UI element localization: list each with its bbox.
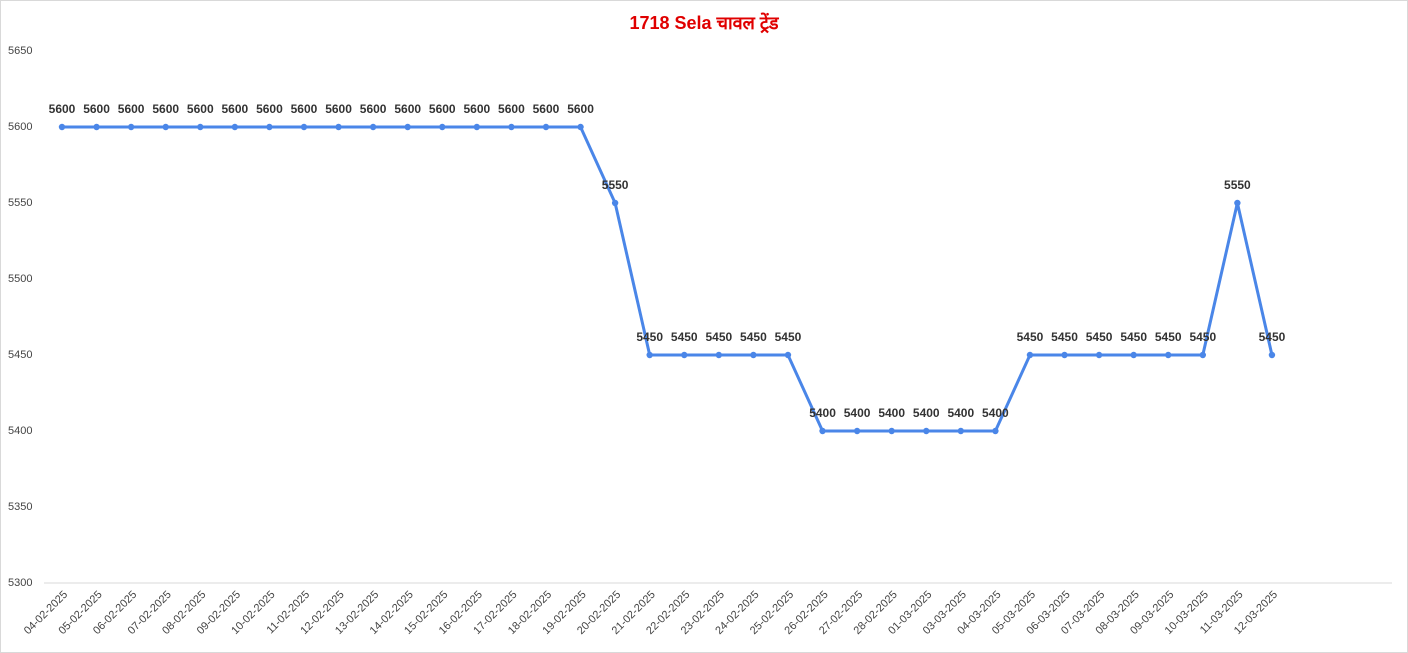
data-label: 5450 [636,330,663,344]
data-point [750,351,757,359]
data-point [335,123,342,131]
data-label: 5450 [671,330,698,344]
data-point [611,199,619,207]
data-point [853,427,861,435]
y-tick-label: 5550 [8,197,32,209]
data-point [1199,351,1207,359]
data-point [127,123,135,131]
data-point [1268,351,1276,359]
data-label: 5600 [152,102,179,116]
y-tick-label: 5450 [8,349,32,361]
data-point [473,123,481,131]
data-point [957,427,965,435]
data-point [577,123,584,131]
data-label: 5450 [705,330,732,344]
data-point [923,427,930,435]
data-point [197,123,204,131]
data-label: 5600 [256,102,283,116]
data-label: 5400 [844,406,871,420]
data-point [162,123,169,131]
data-label: 5600 [360,102,387,116]
data-point [1234,199,1241,207]
data-point [819,427,826,435]
data-point [888,427,895,435]
data-label: 5600 [325,102,352,116]
data-label: 5450 [1120,330,1147,344]
data-label: 5450 [1051,330,1078,344]
data-label: 5450 [1189,330,1216,344]
data-label: 5400 [913,406,940,420]
data-point [404,123,411,131]
data-label: 5600 [49,102,76,116]
data-label: 5600 [118,102,145,116]
data-point [1165,351,1172,359]
data-point [439,123,446,131]
data-label: 5400 [809,406,836,420]
data-label: 5600 [83,102,110,116]
data-point [300,123,308,131]
data-label: 5600 [533,102,560,116]
data-label: 5600 [567,102,594,116]
y-tick-label: 5650 [8,45,32,57]
data-label: 5600 [394,102,421,116]
data-point [1026,351,1034,359]
data-point [715,351,723,359]
y-tick-label: 5350 [8,501,32,513]
data-point [992,427,999,435]
data-label: 5600 [221,102,248,116]
data-point [93,123,100,131]
data-point [784,351,792,359]
data-label: 5450 [1155,330,1182,344]
data-label: 5600 [498,102,525,116]
data-point [681,351,688,359]
data-label: 5600 [429,102,456,116]
data-label: 5600 [463,102,490,116]
data-label: 5450 [1017,330,1044,344]
data-point [58,123,66,131]
data-label: 5450 [775,330,802,344]
chart-title: 1718 Sela चावल ट्रेंड [629,12,779,34]
y-tick-label: 5500 [8,273,32,285]
data-point [369,123,377,131]
data-label: 5400 [947,406,974,420]
data-label: 5450 [740,330,767,344]
data-label: 5450 [1086,330,1113,344]
data-label: 5400 [982,406,1009,420]
data-label: 5400 [878,406,905,420]
data-point [231,123,239,131]
data-point [1061,351,1068,359]
line-series [62,125,1274,433]
data-label: 5600 [291,102,318,116]
y-tick-label: 5600 [8,121,32,133]
data-point [542,123,550,131]
data-label: 5600 [187,102,214,116]
y-tick-label: 5400 [8,425,32,437]
data-label: 5450 [1259,330,1286,344]
data-point [1130,351,1137,359]
data-label: 5550 [602,178,629,192]
data-label: 5550 [1224,178,1251,192]
data-point [266,123,273,131]
y-tick-label: 5300 [8,577,32,589]
data-point [646,351,653,359]
data-point [508,123,515,131]
data-point [1095,351,1103,359]
